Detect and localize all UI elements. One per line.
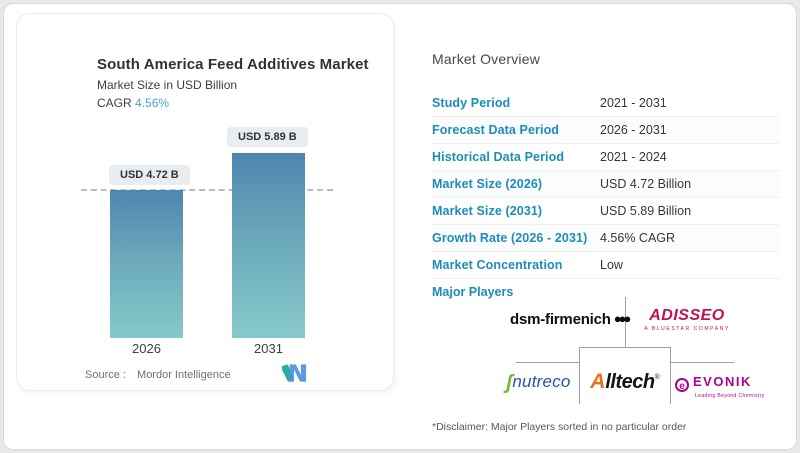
bar-2026 xyxy=(110,190,183,338)
dsm-firmenich-logo: dsm-firmenich ●●● xyxy=(510,311,631,328)
row-label: Market Concentration xyxy=(432,258,563,272)
row-label: Study Period xyxy=(432,96,511,110)
row-value: 2021 - 2031 xyxy=(600,96,667,110)
table-row: Growth Rate (2026 - 2031) 4.56% CAGR xyxy=(432,225,780,252)
disclaimer-text: *Disclaimer: Major Players sorted in no … xyxy=(432,421,687,433)
mordor-intelligence-logo-icon xyxy=(281,364,307,382)
cagr-value: 4.56% xyxy=(135,96,170,110)
players-divider-left xyxy=(516,362,579,363)
overview-heading: Market Overview xyxy=(432,51,541,67)
table-row: Forecast Data Period 2026 - 2031 xyxy=(432,117,780,144)
nutreco-swirl-icon: ʃ xyxy=(506,372,513,394)
table-row: Historical Data Period 2021 - 2024 xyxy=(432,144,780,171)
alltech-a-icon: A xyxy=(590,370,606,393)
adisseo-tagline: A BLUESTAR COMPANY xyxy=(644,326,730,332)
source-label: Source : xyxy=(85,369,126,381)
row-label: Historical Data Period xyxy=(432,150,565,164)
table-row: Market Size (2031) USD 5.89 Billion xyxy=(432,198,780,225)
bar-chart: USD 4.72 B USD 5.89 B 2026 2031 xyxy=(17,14,395,392)
x-tick-2026: 2026 xyxy=(132,341,161,356)
dsm-firmenich-wordmark: dsm-firmenich xyxy=(510,311,611,328)
bar-value-label-2026: USD 4.72 B xyxy=(109,165,190,185)
nutreco-wordmark: nutreco xyxy=(512,372,571,391)
table-row: Study Period 2021 - 2031 xyxy=(432,90,780,117)
row-value: USD 5.89 Billion xyxy=(600,204,692,218)
row-value: 4.56% CAGR xyxy=(600,231,676,245)
row-label: Market Size (2031) xyxy=(432,204,543,218)
evonik-tagline: Leading Beyond Chemistry xyxy=(695,393,765,399)
evonik-logo: e EVONIK Leading Beyond Chemistry xyxy=(675,373,765,399)
chart-title: South America Feed Additives Market xyxy=(97,56,369,73)
cagr-label: CAGR xyxy=(97,96,132,110)
row-value: USD 4.72 Billion xyxy=(600,177,692,191)
dsm-dots-icon: ●●● xyxy=(613,311,631,326)
report-card: South America Feed Additives Market Mark… xyxy=(3,3,797,450)
row-label: Forecast Data Period xyxy=(432,123,560,137)
evonik-e-icon: e xyxy=(675,378,689,392)
chart-cagr: CAGR 4.56% xyxy=(97,96,369,110)
overview-table: Study Period 2021 - 2031 Forecast Data P… xyxy=(432,90,780,279)
reference-dashed-line xyxy=(81,189,333,191)
row-value: 2021 - 2024 xyxy=(600,150,667,164)
chart-header: South America Feed Additives Market Mark… xyxy=(97,56,369,110)
players-divider-right xyxy=(671,362,734,363)
bar-value-label-2031: USD 5.89 B xyxy=(227,127,308,147)
row-value: 2026 - 2031 xyxy=(600,123,667,137)
players-divider-vertical xyxy=(625,297,626,347)
chart-subtitle: Market Size in USD Billion xyxy=(97,78,238,92)
row-label: Growth Rate (2026 - 2031) xyxy=(432,231,588,245)
table-row: Market Size (2026) USD 4.72 Billion xyxy=(432,171,780,198)
row-label: Market Size (2026) xyxy=(432,177,543,191)
players-center-box xyxy=(579,347,671,404)
adisseo-wordmark: ADISSEO xyxy=(649,307,725,324)
evonik-wordmark: EVONIK xyxy=(693,374,752,389)
bar-2031 xyxy=(232,153,305,338)
market-snapshot-card: South America Feed Additives Market Mark… xyxy=(16,13,394,391)
x-tick-2031: 2031 xyxy=(254,341,283,356)
source-value: Mordor Intelligence xyxy=(137,369,231,381)
alltech-wordmark: lltech xyxy=(605,371,655,393)
alltech-logo: Alltech® xyxy=(580,370,670,394)
major-players-label: Major Players xyxy=(432,285,514,299)
adisseo-logo: ADISSEO A BLUESTAR COMPANY xyxy=(636,307,738,332)
source-line: Source : Mordor Intelligence xyxy=(85,369,231,381)
alltech-registered-mark: ® xyxy=(654,374,660,381)
row-value: Low xyxy=(600,258,623,272)
market-overview-panel: Market Overview Study Period 2021 - 2031… xyxy=(420,4,792,451)
nutreco-logo: ʃnutreco xyxy=(506,372,571,395)
table-row: Market Concentration Low xyxy=(432,252,780,279)
